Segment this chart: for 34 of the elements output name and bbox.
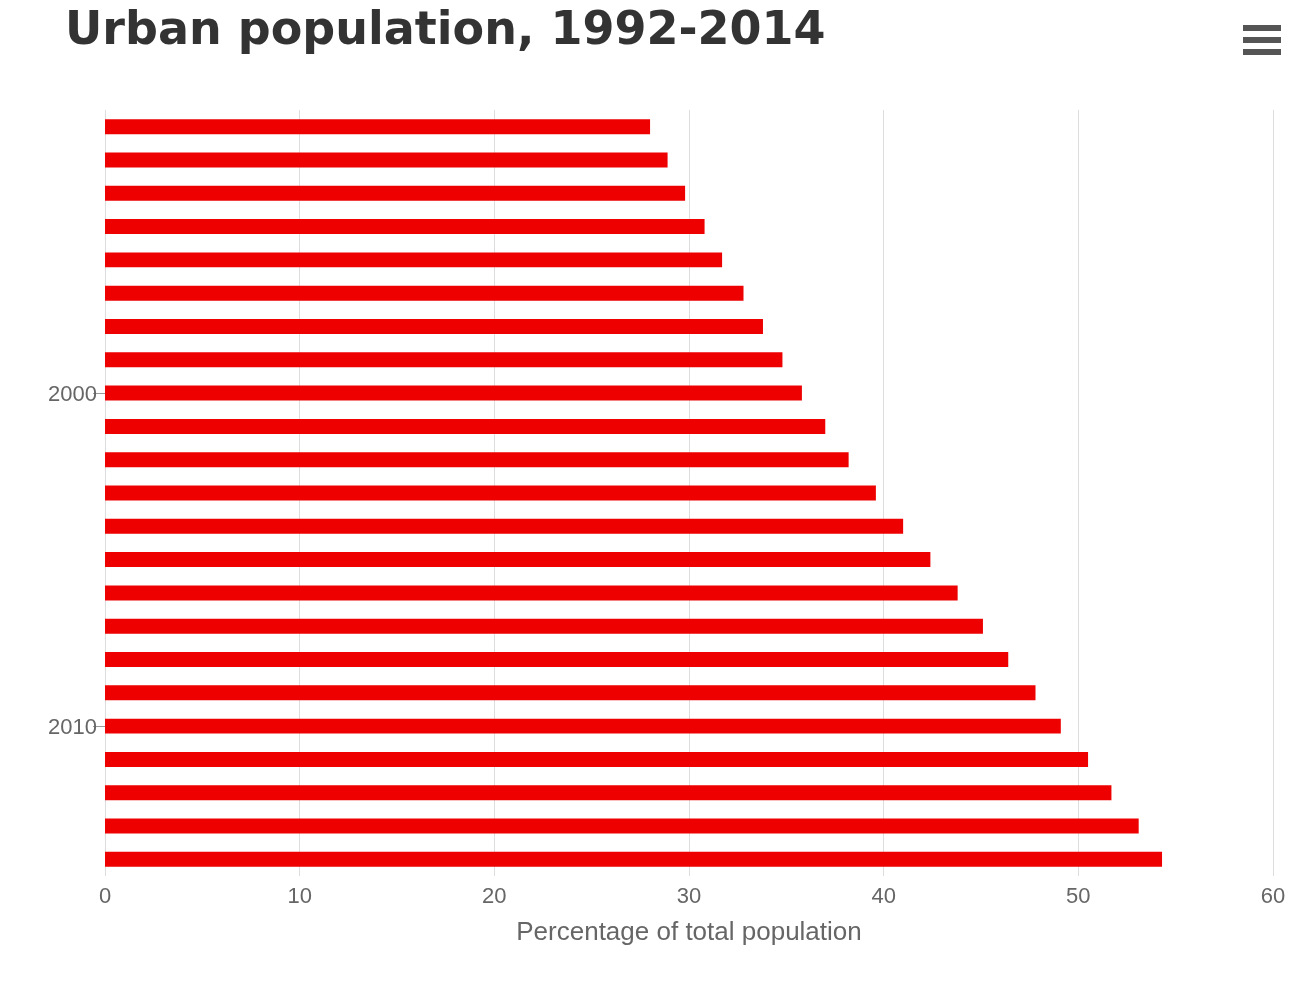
x-tick-label: 0 bbox=[98, 882, 112, 908]
bar bbox=[105, 652, 1009, 668]
x-tick-label: 20 bbox=[482, 882, 507, 908]
bar bbox=[105, 152, 668, 168]
bar bbox=[105, 518, 904, 534]
x-tick-label: 40 bbox=[871, 882, 896, 908]
bar bbox=[105, 418, 826, 434]
bar bbox=[105, 452, 849, 468]
bar bbox=[105, 718, 1061, 734]
x-axis-title: Percentage of total population bbox=[516, 916, 862, 946]
bar bbox=[105, 352, 783, 368]
bar bbox=[105, 585, 958, 601]
bar bbox=[105, 119, 651, 135]
bar bbox=[105, 318, 763, 334]
bar bbox=[105, 385, 802, 401]
bar bbox=[105, 785, 1112, 801]
y-tick-label: 2010 bbox=[48, 713, 97, 739]
bar bbox=[105, 485, 876, 501]
bar bbox=[105, 685, 1036, 701]
bar bbox=[105, 618, 983, 634]
x-tick-label: 60 bbox=[1260, 882, 1286, 908]
y-tick-label: 2000 bbox=[48, 380, 97, 406]
bar bbox=[105, 552, 931, 568]
bar bbox=[105, 285, 744, 301]
x-tick-label: 50 bbox=[1066, 882, 1091, 908]
chart-title: Urban population, 1992-2014 bbox=[65, 1, 826, 55]
x-tick-label: 10 bbox=[287, 882, 312, 908]
bar bbox=[105, 219, 705, 235]
bar bbox=[105, 818, 1139, 834]
bar bbox=[105, 185, 686, 201]
bar bbox=[105, 751, 1089, 767]
x-tick-label: 30 bbox=[676, 882, 702, 908]
bar bbox=[105, 851, 1163, 867]
bar bbox=[105, 252, 723, 268]
